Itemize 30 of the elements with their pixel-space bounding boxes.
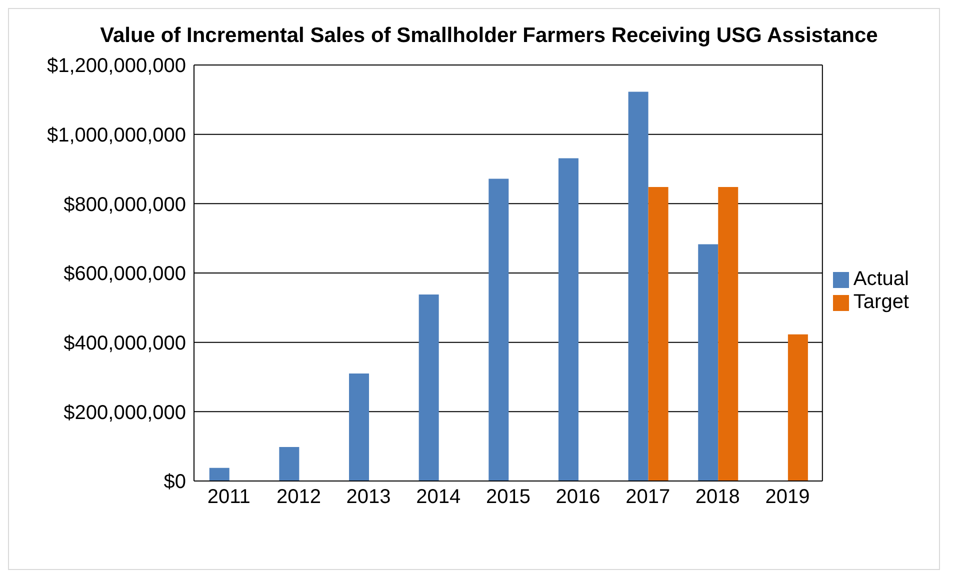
bar [209,468,230,481]
x-tick-label: 2017 [626,486,670,508]
x-tick-label: 2012 [276,486,321,508]
x-tick-label: 2018 [695,486,740,508]
bar [698,244,718,481]
chart-title: Value of Incremental Sales of Smallholder Farmers Receiving USG Assistance [99,23,879,49]
bar [279,447,300,481]
bar [349,374,370,481]
y-tick-label: $800,000,000 [64,194,186,216]
bar [648,187,668,481]
bar [558,158,578,481]
y-tick-label: $1,000,000,000 [46,124,186,146]
legend-label: Actual [853,268,909,290]
bar [788,334,808,481]
bar [418,294,439,481]
y-tick-label: $600,000,000 [64,263,186,286]
x-tick-label: 2014 [416,486,461,508]
legend-label: Target [853,291,909,313]
y-tick-label: $0 [164,471,186,494]
x-tick-label: 2011 [207,486,250,508]
x-tick-label: 2019 [765,486,810,508]
x-tick-label: 2015 [486,486,530,508]
y-tick-label: $1,200,000,000 [46,55,186,78]
x-tick-label: 2016 [556,486,600,508]
bar [488,178,509,481]
bar [718,187,738,481]
y-tick-label: $400,000,000 [64,332,186,354]
x-tick-label: 2013 [346,486,391,508]
bar [628,92,648,481]
y-tick-label: $200,000,000 [64,402,186,424]
